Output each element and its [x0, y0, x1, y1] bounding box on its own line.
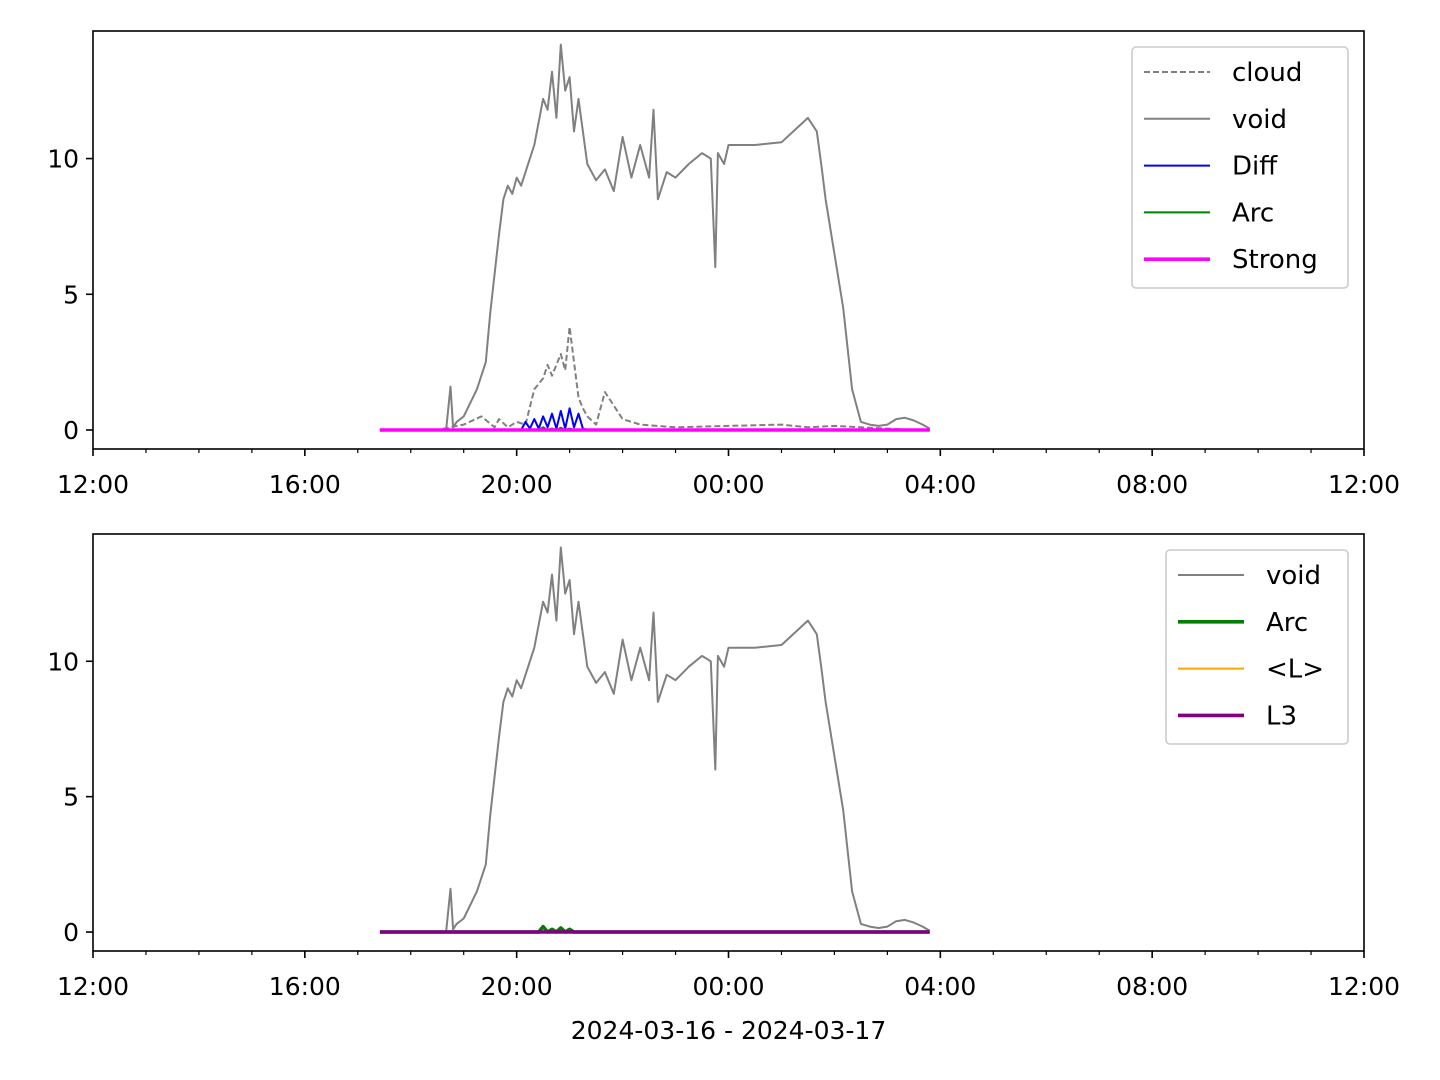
- series-line-1-2: [379, 43, 931, 431]
- x-tick-label-2-3: 20:00: [481, 972, 553, 1001]
- x-tick-label-1-7: 12:00: [1328, 470, 1400, 499]
- legend-label-2-4: L3: [1266, 701, 1297, 731]
- x-tick-label-2-4: 00:00: [692, 972, 764, 1001]
- legend-label-1-2: void: [1232, 105, 1287, 135]
- legend-label-2-1: void: [1266, 561, 1321, 591]
- y-tick-label-1-2: 5: [63, 280, 79, 309]
- panels: 0 5 10 12:00 16:00 20:00 00:00 04:00 08:00 12:00 c…: [47, 30, 1400, 1045]
- x-tick-label-1-6: 08:00: [1116, 470, 1188, 499]
- x-tick-label-2-1: 12:00: [57, 972, 129, 1001]
- x-tick-label-2-7: 12:00: [1328, 972, 1400, 1001]
- legend-1: cloud void Diff Arc Strong: [1131, 46, 1349, 289]
- legend-2: void Arc <L> L3: [1165, 549, 1349, 745]
- y-tick-label-2-3: 10: [47, 647, 79, 676]
- x-tick-label-2-6: 08:00: [1116, 972, 1188, 1001]
- x-tick-label-1-3: 20:00: [481, 470, 553, 499]
- legend-label-1-4: Arc: [1232, 198, 1274, 228]
- y-tick-label-2-1: 0: [63, 918, 79, 947]
- legend-label-1-1: cloud: [1232, 58, 1302, 88]
- x-tick-label-1-1: 12:00: [57, 470, 129, 499]
- chart-panel-1: 0 5 10 12:00 16:00 20:00 00:00 04:00 08:00 12:00 c…: [47, 30, 1400, 499]
- y-tick-label-1-3: 10: [47, 145, 79, 174]
- legend-label-2-2: Arc: [1266, 608, 1308, 638]
- y-tick-label-1-1: 0: [63, 416, 79, 445]
- x-axis-label-2: 2024-03-16 - 2024-03-17: [571, 1016, 887, 1045]
- x-tick-label-2-5: 04:00: [904, 972, 976, 1001]
- legend-label-1-3: Diff: [1232, 152, 1278, 182]
- x-tick-label-2-2: 16:00: [269, 972, 341, 1001]
- chart-panel-2: 0 5 10 12:00 16:00 20:00 00:00 04:00 08:00 12:00 2…: [47, 533, 1400, 1045]
- legend-label-1-5: Strong: [1232, 245, 1318, 275]
- x-tick-label-1-5: 04:00: [904, 470, 976, 499]
- legend-label-2-3: <L>: [1266, 655, 1324, 685]
- y-tick-label-2-2: 5: [63, 783, 79, 812]
- x-tick-label-1-2: 16:00: [269, 470, 341, 499]
- series-line-2-1: [379, 546, 931, 933]
- legend-box-1: [1131, 46, 1349, 289]
- series-line-1-1: [379, 325, 930, 431]
- x-tick-label-1-4: 00:00: [692, 470, 764, 499]
- legend-box-2: [1165, 549, 1349, 745]
